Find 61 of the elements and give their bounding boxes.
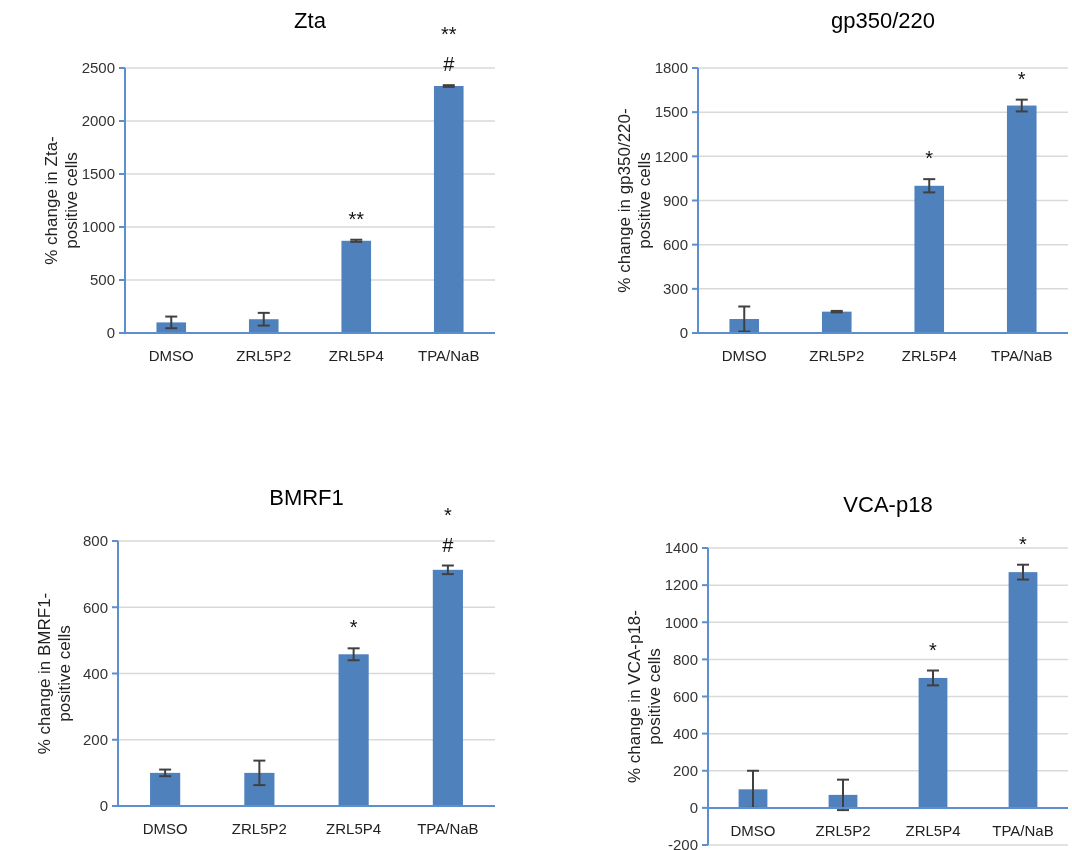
- y-tick-label: -200: [667, 836, 698, 850]
- y-tick-label: 200: [672, 762, 698, 779]
- annotation: *: [929, 638, 938, 661]
- x-tick-label: TPA/NaB: [992, 821, 1054, 839]
- y-tick-label: 0: [679, 324, 688, 342]
- x-tick-label: DMSO: [730, 821, 776, 839]
- x-tick-label: ZRL5P4: [328, 347, 384, 364]
- y-tick-label: 1400: [664, 539, 698, 557]
- x-tick-label: ZRL5P2: [815, 821, 871, 839]
- y-axis-title: % change in gp350/220-positive cells: [615, 108, 654, 293]
- x-tick-label: TPA/NaB: [991, 347, 1053, 364]
- y-tick-label: 800: [672, 650, 698, 668]
- y-tick-label: 400: [82, 664, 108, 682]
- chart-title: Zta: [294, 8, 327, 33]
- y-tick-label: 800: [82, 532, 108, 550]
- y-tick-label: 1800: [654, 59, 688, 77]
- y-tick-label: 600: [82, 598, 108, 616]
- x-tick-label: DMSO: [721, 347, 767, 364]
- y-tick-label: 0: [689, 799, 698, 817]
- x-tick-label: ZRL5P2: [809, 347, 865, 364]
- y-tick-label: 600: [672, 687, 698, 705]
- annotation: *: [349, 616, 358, 639]
- x-tick-label: ZRL5P4: [326, 820, 382, 837]
- y-tick-label: 0: [99, 797, 108, 815]
- y-tick-label: 1200: [664, 576, 698, 594]
- y-tick-label: 2500: [81, 59, 115, 77]
- chart-title: BMRF1: [269, 485, 344, 510]
- y-axis-title: % change in VCA-p18-positive cells: [625, 610, 664, 783]
- y-tick-label: 200: [82, 731, 108, 748]
- x-tick-label: TPA/NaB: [417, 820, 479, 837]
- y-tick-label: 300: [662, 280, 688, 298]
- y-tick-label: 900: [662, 191, 688, 209]
- y-axis-title: % change in Zta-positive cells: [42, 136, 81, 265]
- x-tick-label: DMSO: [142, 820, 188, 837]
- y-tick-label: 1200: [654, 147, 688, 165]
- y-tick-label: 500: [89, 271, 115, 289]
- y-tick-label: 1000: [81, 218, 115, 236]
- annotation: **: [440, 23, 457, 46]
- annotation: *: [925, 147, 934, 170]
- annotation: *: [1017, 67, 1026, 90]
- x-tick-label: DMSO: [148, 347, 194, 364]
- y-axis-title: % change in BMRF1-positive cells: [35, 592, 74, 755]
- x-tick-label: TPA/NaB: [418, 347, 480, 364]
- x-tick-label: ZRL5P2: [236, 347, 292, 364]
- annotation: *: [443, 503, 452, 526]
- x-tick-label: ZRL5P4: [901, 347, 957, 364]
- y-tick-label: 1000: [664, 613, 698, 631]
- y-tick-label: 600: [662, 235, 688, 253]
- y-tick-label: 2000: [81, 112, 115, 130]
- y-tick-label: 0: [106, 324, 115, 342]
- chart-title: gp350/220: [831, 8, 935, 33]
- y-tick-label: 400: [672, 724, 698, 742]
- annotation: #: [442, 533, 455, 556]
- x-tick-label: ZRL5P4: [905, 821, 961, 839]
- x-tick-label: ZRL5P2: [231, 820, 287, 837]
- chart-title: VCA-p18: [843, 492, 933, 517]
- annotation: #: [443, 53, 456, 76]
- y-tick-label: 1500: [81, 165, 115, 183]
- y-tick-label: 1500: [654, 103, 688, 121]
- annotation: *: [1019, 532, 1028, 555]
- annotation: **: [348, 207, 365, 230]
